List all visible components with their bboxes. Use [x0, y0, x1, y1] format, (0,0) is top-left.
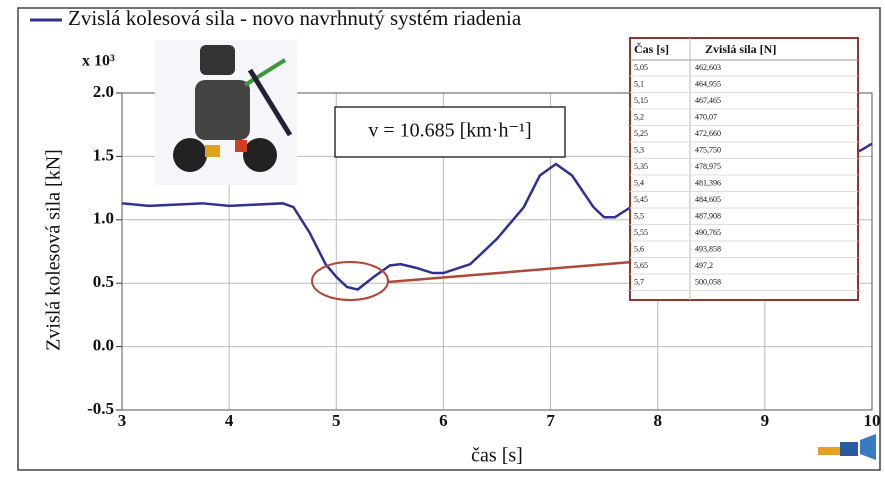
table-header: Čas [s] — [634, 42, 669, 56]
x-tick-label: 6 — [439, 411, 448, 430]
table-cell: 5,15 — [634, 96, 648, 105]
annotation: v = 10.685 [km·h⁻¹] — [368, 120, 531, 142]
table-cell: 464,955 — [695, 79, 721, 88]
table-cell: 472,660 — [695, 129, 721, 138]
table-cell: 5,6 — [634, 244, 644, 253]
table-cell: 467,465 — [695, 96, 721, 105]
table-cell: 484,605 — [695, 195, 721, 204]
table-cell: 481,396 — [695, 178, 721, 187]
chart: Zvislá kolesová sila - novo navrhnutý sy… — [0, 0, 885, 479]
table-cell: 5,5 — [634, 211, 644, 220]
x-tick-label: 5 — [332, 411, 341, 430]
x-tick-label: 7 — [546, 411, 555, 430]
y-tick-label: 0.0 — [93, 336, 114, 355]
table-cell: 5,35 — [634, 162, 648, 171]
x-tick-label: 9 — [761, 411, 770, 430]
x-axis-label: čas [s] — [471, 445, 523, 467]
legend-label: Zvislá kolesová sila - novo navrhnutý sy… — [68, 6, 522, 30]
y-tick-label: 2.0 — [93, 82, 114, 101]
x-tick-label: 3 — [118, 411, 127, 430]
table-cell: 500,058 — [695, 277, 721, 286]
table-cell: 5,55 — [634, 228, 648, 237]
table-cell: 5,1 — [634, 79, 644, 88]
table-cell: 497,2 — [695, 261, 713, 270]
y-tick-label: 1.0 — [93, 209, 114, 228]
y-tick-label: 1.5 — [93, 145, 114, 164]
table-cell: 478,975 — [695, 162, 721, 171]
table-cell: 490,765 — [695, 228, 721, 237]
y-tick-label: -0.5 — [87, 399, 114, 418]
table-cell: 5,45 — [634, 195, 648, 204]
x-tick-label: 8 — [653, 411, 662, 430]
table-cell: 5,65 — [634, 261, 648, 270]
table-cell: 462,603 — [695, 63, 721, 72]
y-multiplier: x 10³ — [82, 53, 115, 70]
table-cell: 5,2 — [634, 112, 644, 121]
vehicle-image — [155, 40, 297, 185]
table-cell: 5,25 — [634, 129, 648, 138]
table-cell: 493,858 — [695, 244, 721, 253]
y-axis-label: Zvislá kolesová sila [kN] — [43, 149, 65, 351]
x-tick-label: 4 — [225, 411, 234, 430]
table-cell: 5,3 — [634, 145, 644, 154]
table-cell: 475,750 — [695, 145, 721, 154]
x-tick-label: 10 — [864, 411, 881, 430]
y-tick-label: 0.5 — [93, 272, 114, 291]
table-cell: 5,05 — [634, 63, 648, 72]
table-cell: 470,07 — [695, 112, 717, 121]
table-cell: 5,4 — [634, 178, 644, 187]
data-table: Čas [s] Zvislá sila [N] 5,05 462,603 5,1 464,… — [630, 38, 858, 300]
table-cell: 487,908 — [695, 211, 721, 220]
table-cell: 5,7 — [634, 277, 644, 286]
table-header: Zvislá sila [N] — [705, 42, 776, 56]
